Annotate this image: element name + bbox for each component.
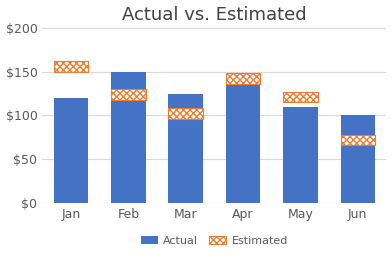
Bar (111, 72, 145, 203)
Bar (111, 89, 145, 100)
Bar (341, 115, 375, 203)
Bar (169, 93, 203, 203)
Bar (226, 73, 260, 84)
Title: Actual vs. Estimated: Actual vs. Estimated (122, 6, 307, 23)
Bar (226, 81, 260, 203)
Bar (341, 135, 375, 145)
Bar (283, 92, 318, 102)
Bar (283, 107, 318, 203)
Bar (54, 98, 88, 203)
Bar (169, 109, 203, 119)
Bar (54, 61, 88, 72)
Legend: Actual, Estimated: Actual, Estimated (136, 231, 292, 250)
